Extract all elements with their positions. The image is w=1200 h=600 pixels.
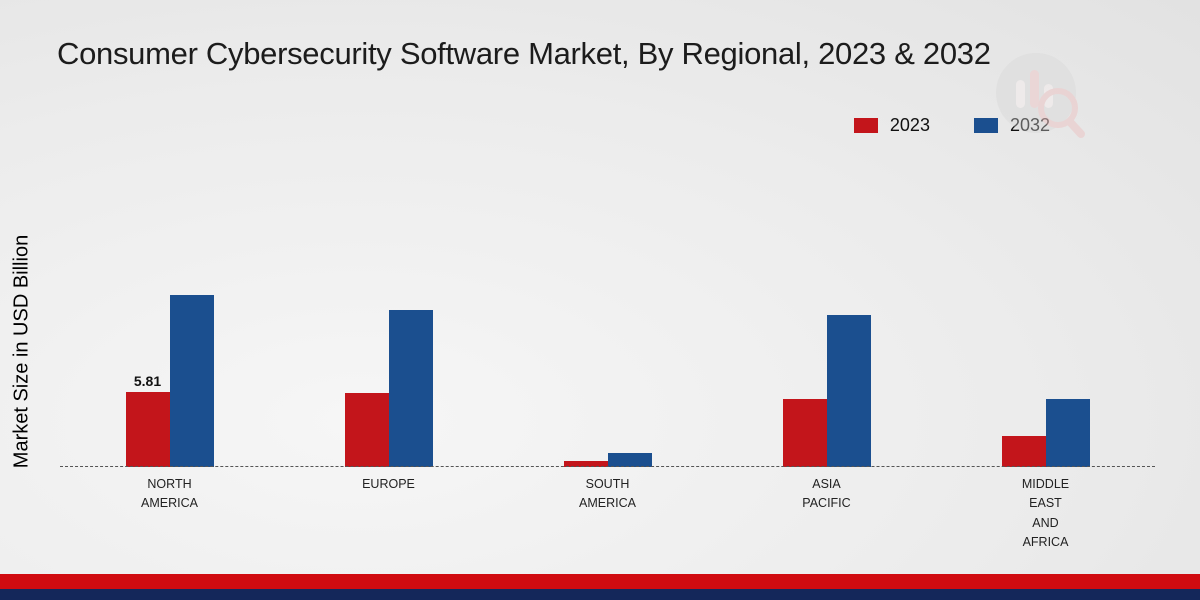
bar-2032-category-1[interactable] xyxy=(169,295,214,467)
watermark-logo xyxy=(988,48,1088,148)
category-label: MIDDLE EAST AND AFRICA xyxy=(1021,477,1070,550)
bar-group-1: 5.81 NORTH AMERICA xyxy=(60,167,279,510)
bar-group-5: MIDDLE EAST AND AFRICA xyxy=(936,167,1155,549)
bars-container: 5.81 NORTH AMERICA EUROPE SOUTH AMERICA ASIA… xyxy=(60,167,1155,549)
legend-swatch-2023 xyxy=(853,118,878,133)
bar-2032-category-4[interactable] xyxy=(826,315,871,467)
category-label: NORTH AMERICA xyxy=(141,477,198,511)
legend-item-2032[interactable]: 2032 xyxy=(973,115,1050,136)
bar-2023-category-3[interactable] xyxy=(563,461,608,467)
bar-2023-category-5[interactable] xyxy=(1001,436,1046,467)
footer-navy-strip xyxy=(0,589,1200,600)
plot-area: 5.81 NORTH AMERICA EUROPE SOUTH AMERICA ASIA… xyxy=(60,167,1155,549)
legend: 2023 2032 xyxy=(853,115,1050,136)
chart-title: Consumer Cybersecurity Software Market, … xyxy=(57,36,991,71)
bar-2032-category-3[interactable] xyxy=(607,453,652,467)
legend-label-2023: 2023 xyxy=(889,115,930,135)
bar-group-3: SOUTH AMERICA xyxy=(498,167,717,510)
bar-2032-category-2[interactable] xyxy=(388,310,433,467)
bar-group-4: ASIA PACIFIC xyxy=(717,167,936,510)
legend-swatch-2032 xyxy=(973,118,998,133)
x-axis-baseline xyxy=(60,466,1155,467)
value-label: 5.81 xyxy=(133,373,162,389)
y-axis-label: Market Size in USD Billion xyxy=(10,234,33,469)
legend-label-2032: 2032 xyxy=(1010,115,1050,136)
bar-2032-category-5[interactable] xyxy=(1045,399,1090,467)
category-label: EUROPE xyxy=(362,477,415,491)
category-label: ASIA PACIFIC xyxy=(802,477,851,511)
bar-2023-category-2[interactable] xyxy=(344,393,389,467)
bar-group-2: EUROPE xyxy=(279,167,498,491)
bar-2023-category-4[interactable] xyxy=(782,399,827,467)
footer-red-strip xyxy=(0,574,1200,589)
category-label: SOUTH AMERICA xyxy=(579,477,636,511)
legend-item-2023[interactable]: 2023 xyxy=(853,115,930,136)
bar-2023-category-1[interactable]: 5.81 xyxy=(125,373,170,467)
